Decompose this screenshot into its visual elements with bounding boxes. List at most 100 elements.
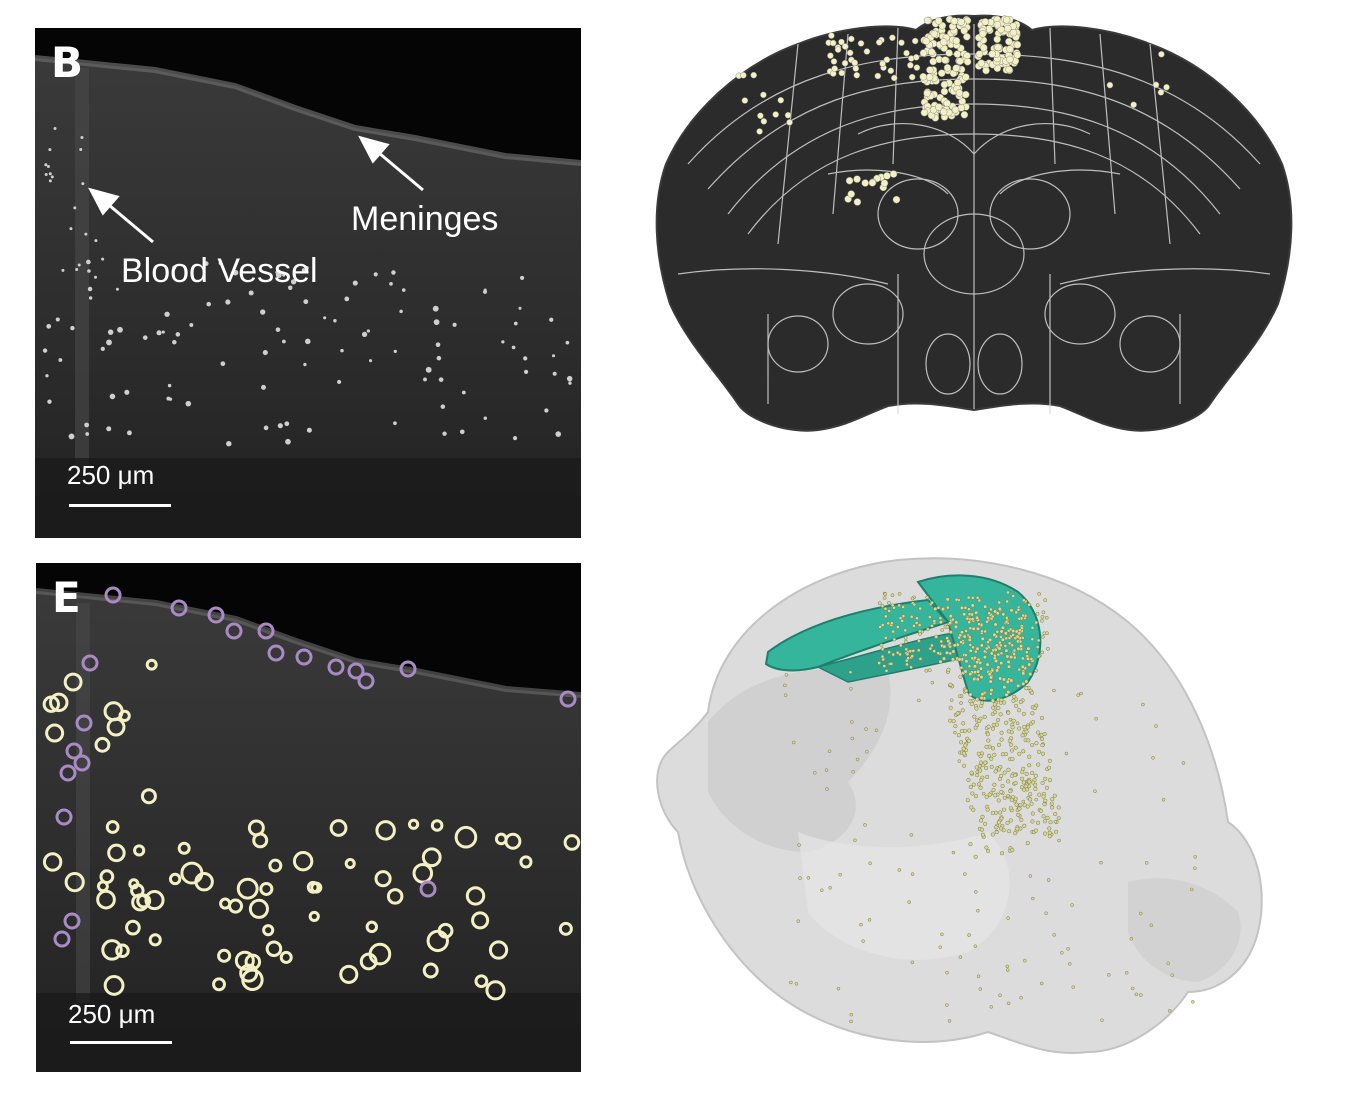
brain-cell-dot: [1009, 748, 1014, 753]
fluorescent-cell: [501, 340, 505, 344]
brain-cell-dot: [1015, 634, 1020, 639]
brain-cell-dot: [1009, 608, 1014, 613]
fluorescent-cell: [512, 436, 518, 441]
coronal-cell-dot: [887, 67, 895, 74]
brain-cell-dot: [918, 657, 923, 661]
fluorescent-cell: [44, 172, 48, 176]
brain-cell-dot: [1006, 1001, 1011, 1006]
brain-cell-dot: [879, 643, 884, 647]
brain-cell-dot: [960, 708, 965, 713]
coronal-cell-dot: [903, 49, 910, 57]
brain-cell-dot: [959, 728, 964, 734]
coronal-cell-dot: [978, 30, 987, 38]
brain-cell-dot: [934, 634, 939, 639]
brain-cell-dot: [1042, 802, 1047, 807]
fluorescent-cell: [124, 389, 130, 395]
brain-cell-dot: [838, 872, 842, 877]
brain-cell-dot: [1027, 779, 1032, 784]
brain-cell-dot: [1036, 820, 1041, 825]
yellow-cell-ring: [465, 886, 486, 906]
brain-cell-dot: [910, 654, 915, 658]
brain-3d-image: [656, 557, 1263, 1054]
fluorescent-cell: [361, 331, 368, 337]
meninges-arrowhead: [358, 135, 390, 164]
coronal-cell-dot: [923, 89, 931, 98]
coronal-cell-dot: [1004, 24, 1012, 33]
purple-cell-ring: [81, 654, 99, 672]
brain-cell-dot: [926, 627, 930, 632]
brain-cell-dot: [1100, 1018, 1104, 1023]
brain-cell-dot: [1004, 620, 1009, 624]
brain-cell-dot: [851, 769, 855, 774]
yellow-cell-ring: [227, 898, 244, 914]
brain-cell-dot: [993, 647, 998, 652]
brain-cell-dot: [1004, 720, 1009, 725]
brain-cell-dot: [877, 601, 882, 606]
brain-cell-dot: [900, 619, 904, 623]
brain-cell-dot: [1028, 874, 1033, 878]
brain-cell-dot: [1040, 618, 1044, 623]
brain-cell-dot: [952, 643, 957, 648]
brain-cell-dot: [961, 746, 966, 751]
brain-cell-dot: [978, 760, 984, 765]
brain-cell-dot: [977, 673, 981, 678]
brain-cell-dot: [1033, 782, 1038, 787]
fluorescent-cell: [106, 426, 112, 432]
brain-midbrain-structure: [798, 832, 1010, 960]
brain-cell-dot: [904, 658, 909, 663]
brain-cell-dot: [1011, 632, 1015, 637]
brain-cell-dot: [924, 668, 929, 673]
panel-e-micrograph: E 250 μm: [36, 563, 581, 1072]
coronal-cell-dot: [993, 35, 1001, 44]
brain-cell-dot: [951, 850, 956, 855]
brain-cell-dot: [909, 833, 914, 837]
brain-cell-dot: [933, 606, 938, 611]
brain-cell-dot: [1017, 751, 1022, 756]
yellow-cell-ring: [96, 880, 109, 893]
brain-cell-dot: [797, 843, 801, 847]
brain-cell-dot: [976, 782, 981, 787]
brain-cell-dot: [993, 710, 998, 715]
brain-cell-dot: [939, 639, 944, 644]
brain-cell-dot: [1030, 711, 1035, 716]
brain-cell-dot: [953, 730, 957, 735]
fluorescent-cell: [80, 135, 84, 139]
brain-cell-dot: [1012, 652, 1017, 656]
brain-cell-dot: [942, 644, 947, 649]
yellow-cell-ring: [365, 920, 379, 934]
brain-cell-dot: [989, 692, 993, 696]
fluorescent-cell: [552, 371, 557, 376]
coronal-cell-dot: [1013, 51, 1022, 59]
brain-cell-dot: [882, 664, 887, 668]
coronal-cell-dot: [831, 65, 838, 72]
brain-cell-dot: [848, 670, 853, 674]
fluorescent-cell: [260, 309, 266, 315]
coronal-atlas-section: [648, 14, 1300, 434]
brain-cell-dot: [945, 970, 949, 975]
brain-cell-dot: [963, 743, 968, 748]
coronal-cell-dot: [907, 62, 914, 69]
coronal-cell-dot: [772, 111, 779, 118]
coronal-cell-dot: [957, 18, 965, 26]
yellow-cell-ring: [177, 841, 191, 855]
brain-cell-dot: [1009, 678, 1014, 683]
brain-cell-dot: [986, 640, 990, 644]
yellow-cell-ring: [212, 977, 226, 992]
brain-cell-dot: [1047, 778, 1052, 783]
brain-cell-dot: [883, 606, 888, 611]
brain-cell-dot: [1025, 654, 1030, 658]
purple-cell-ring: [75, 714, 93, 732]
brain-cell-dot: [970, 603, 975, 608]
brain-cell-dot: [1021, 711, 1026, 716]
brain-cell-dot: [899, 643, 903, 648]
brain-cell-dot: [969, 702, 974, 707]
fluorescent-cell: [127, 430, 132, 436]
brain-cell-dot: [971, 807, 976, 812]
yellow-cell-ring: [279, 950, 293, 964]
brain-cell-dot: [850, 720, 854, 724]
brain-cell-dot: [1007, 636, 1012, 640]
purple-cell-ring: [59, 764, 77, 782]
brain-cell-dot: [1034, 668, 1039, 673]
brain-cell-dot: [1021, 749, 1026, 754]
brain-cell-dot: [1030, 720, 1036, 725]
